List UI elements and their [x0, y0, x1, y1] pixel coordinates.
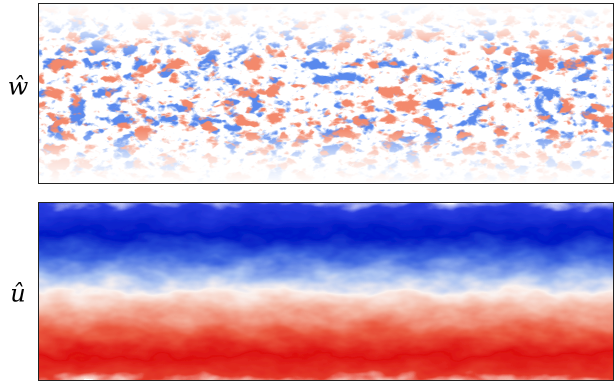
panel-label: ŵ	[8, 73, 29, 101]
panel-label: û	[10, 280, 25, 308]
field-u	[38, 202, 614, 381]
field-w	[38, 3, 614, 184]
